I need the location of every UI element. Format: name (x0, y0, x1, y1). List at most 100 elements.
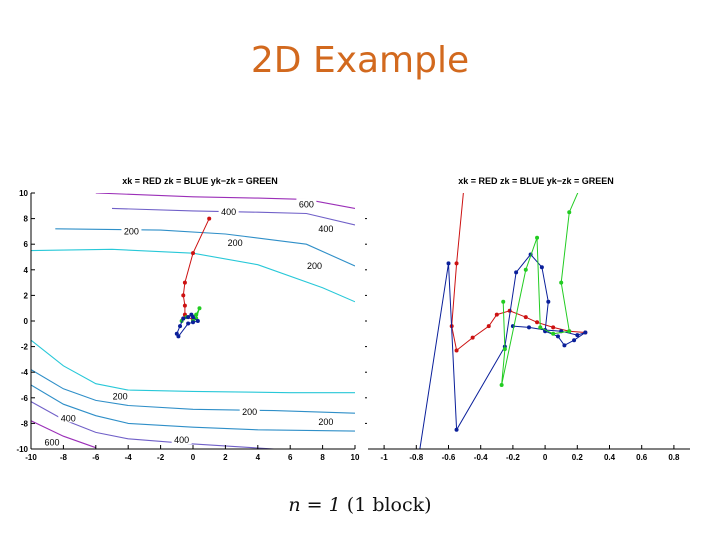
point-red-11 (551, 325, 556, 330)
y-tick-label: -4 (21, 368, 29, 377)
point-red-10 (535, 320, 540, 325)
point-blue-8 (191, 320, 195, 325)
point-blue-7 (539, 265, 544, 270)
caption-math: n = 1 (288, 494, 341, 516)
y-tick-label: -2 (21, 343, 29, 352)
y-tick-label: 2 (24, 291, 29, 300)
point-blue-17 (527, 325, 531, 330)
left-contour-plot: 600400400200200200200200200400400600-10-… (16, 176, 360, 462)
contour-label-10: 400 (61, 413, 76, 423)
point-green-2 (502, 347, 507, 352)
contour-label-1: 600 (299, 200, 314, 210)
contour-label-9: 200 (318, 417, 333, 427)
point-green-9 (559, 280, 564, 285)
x-tick-label: 0 (543, 453, 548, 462)
legend-entry-1: xk = RED (458, 176, 498, 186)
point-green-4 (523, 267, 528, 272)
x-tick-label: 0.2 (572, 453, 584, 462)
point-red-9 (523, 315, 528, 320)
point-green-7 (551, 331, 556, 336)
contour-label-bg-3 (315, 222, 336, 233)
x-tick-label: 4 (256, 453, 261, 462)
contour-line-2 (111, 207, 355, 226)
point-green-10 (567, 210, 572, 215)
point-green-8 (567, 329, 572, 334)
x-tick-label: 0 (191, 453, 196, 462)
point-red-5 (470, 335, 475, 340)
point-blue-6 (191, 315, 195, 320)
x-tick-label: -0.6 (442, 453, 456, 462)
x-tick-label: -2 (157, 453, 165, 462)
point-green-4 (197, 306, 202, 311)
point-blue-10 (176, 334, 181, 339)
contour-line-7 (31, 384, 355, 432)
contour-label-bg-6 (304, 259, 325, 270)
x-tick-label: 0.6 (636, 453, 648, 462)
chart-legend: xk = RED zk = BLUE yk−zk = GREEN (458, 176, 614, 186)
point-green-5 (535, 235, 540, 240)
contour-label-7: 200 (113, 392, 128, 402)
point-red-3 (182, 280, 187, 285)
y-tick-label: -10 (16, 445, 28, 454)
caption-text: (1 block) (346, 494, 432, 516)
point-green-6 (538, 325, 543, 330)
point-blue-10 (555, 334, 560, 339)
contour-label-bg-11 (171, 434, 192, 445)
contour-line-4 (31, 248, 355, 303)
y-tick-label: -8 (21, 419, 29, 428)
x-tick-label: 0.8 (668, 453, 680, 462)
point-blue-8 (546, 299, 551, 304)
contour-label-12: 600 (45, 438, 60, 448)
x-tick-label: -0.4 (474, 453, 488, 462)
point-blue-9 (186, 321, 191, 326)
contour-label-3: 400 (318, 224, 333, 234)
point-blue-13 (583, 330, 588, 335)
point-blue-5 (514, 270, 519, 275)
x-tick-label: -4 (125, 453, 133, 462)
legend-entry-2: zk = BLUE (497, 176, 544, 186)
contour-line-5 (31, 339, 355, 394)
legend-entry-3: yk−zk = GREEN (208, 176, 278, 186)
x-tick-label: 2 (223, 453, 228, 462)
contour-label-8: 200 (242, 407, 257, 417)
contour-line-6 (31, 369, 355, 414)
legend-entry-1: xk = RED (122, 176, 162, 186)
contour-label-bg-10 (58, 412, 79, 423)
contour-label-11: 400 (174, 435, 189, 445)
x-tick-label: 6 (288, 453, 293, 462)
point-blue-4 (186, 315, 191, 320)
contour-label-4: 200 (124, 226, 139, 236)
contour-label-bg-1 (296, 198, 317, 209)
point-red-1 (207, 216, 212, 221)
chart-legend: xk = RED zk = BLUE yk−zk = GREEN (122, 176, 278, 186)
series-blue (174, 312, 200, 339)
contour-line-9 (31, 420, 96, 449)
contour-label-bg-2 (218, 206, 239, 217)
contour-label-2: 400 (221, 207, 236, 217)
x-tick-label: -8 (60, 453, 68, 462)
y-tick-label: 8 (24, 215, 29, 224)
contour-label-bg-9 (315, 416, 336, 427)
point-red-5 (182, 303, 187, 308)
slide-caption: n = 1 (1 block) (0, 494, 720, 516)
legend-entry-3: yk−zk = GREEN (544, 176, 614, 186)
x-tick-label: -10 (25, 453, 37, 462)
y-tick-label: 6 (24, 240, 29, 249)
point-red-4 (181, 293, 186, 298)
contour-label-bg-8 (239, 405, 260, 416)
series-line-blue (419, 253, 586, 449)
y-tick-label: 4 (24, 266, 29, 275)
x-tick-label: -0.2 (506, 453, 520, 462)
series-line-green (501, 193, 579, 386)
legend-entry-2: zk = BLUE (161, 176, 208, 186)
point-blue-3 (454, 427, 459, 432)
point-blue-3 (181, 316, 186, 321)
x-tick-label: -1 (381, 453, 389, 462)
point-blue-2 (178, 324, 183, 329)
x-tick-label: 8 (320, 453, 325, 462)
point-green-1 (501, 299, 506, 304)
point-green-3 (499, 383, 504, 387)
y-tick-label: -6 (21, 394, 29, 403)
x-tick-label: -6 (92, 453, 100, 462)
x-tick-label: -0.8 (409, 453, 423, 462)
